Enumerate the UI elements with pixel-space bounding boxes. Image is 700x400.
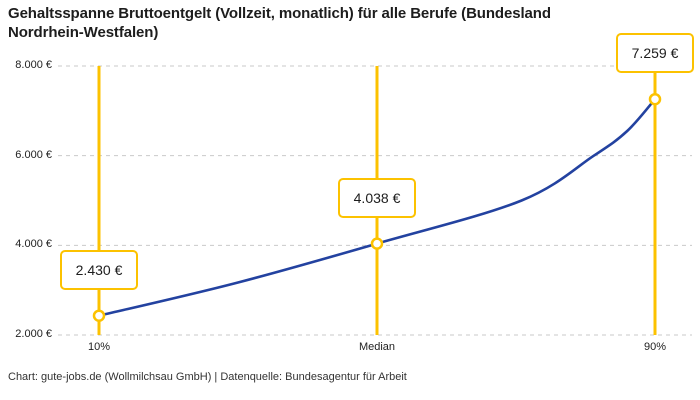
data-point-90%[interactable] xyxy=(648,92,662,106)
y-tick-label: 4.000 € xyxy=(15,238,52,251)
value-text: 4.038 € xyxy=(353,189,401,206)
data-point-Median[interactable] xyxy=(370,237,384,250)
y-tick-label: 8.000 € xyxy=(15,59,52,71)
y-tick-label: 6.000 € xyxy=(15,148,52,161)
salary-curve xyxy=(97,97,657,317)
value-text: 7.259 € xyxy=(631,45,679,62)
chart-footer: Chart: gute-jobs.de (Wollmilchsau GmbH) … xyxy=(8,371,407,383)
value-text: 2.430 € xyxy=(75,261,123,278)
value-label-median: 4.038 € xyxy=(338,177,416,218)
x-tick-label: Median xyxy=(358,341,396,353)
y-tick-label: 2.000 € xyxy=(15,328,52,340)
x-tick-label: 90% xyxy=(643,341,667,353)
value-label-90th-percentile: 7.259 € xyxy=(616,33,694,74)
x-tick-label: 10% xyxy=(87,341,111,353)
data-point-10%[interactable] xyxy=(92,309,106,322)
chart-title: Gehaltsspanne Bruttoentgelt (Vollzeit, m… xyxy=(8,5,551,41)
value-label-10th-percentile: 2.430 € xyxy=(60,249,138,290)
